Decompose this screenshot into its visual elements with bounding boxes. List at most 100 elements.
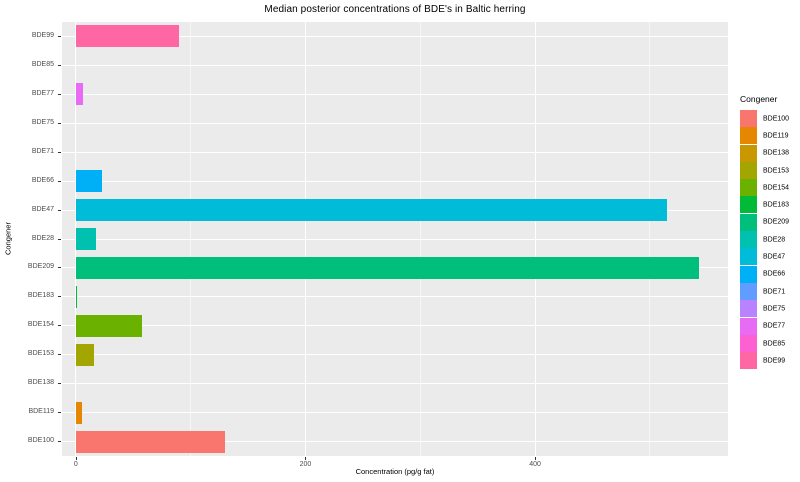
legend-swatch-BDE154 — [740, 179, 757, 197]
legend-swatch-BDE119 — [740, 127, 757, 145]
legend-item-BDE28: BDE28 — [740, 231, 798, 249]
legend-item-BDE183: BDE183 — [740, 196, 798, 214]
x-tick-mark-400 — [535, 457, 537, 460]
y-tick-mark-BDE209 — [58, 267, 61, 269]
x-tick-mark-0 — [75, 457, 77, 460]
legend-label-BDE47: BDE47 — [763, 253, 786, 261]
legend: Congener BDE100 BDE119 BDE138 BDE153 BDE154 B… — [740, 94, 798, 370]
legend-label-BDE75: BDE75 — [763, 305, 786, 313]
y-tick-mark-BDE77 — [58, 93, 61, 95]
y-tick-mark-BDE85 — [58, 64, 61, 66]
legend-label-BDE77: BDE77 — [763, 322, 786, 330]
gridline-major-y-BDE85 — [62, 64, 728, 66]
bar-BDE154 — [75, 314, 143, 337]
legend-label-BDE99: BDE99 — [763, 357, 786, 365]
legend-item-BDE154: BDE154 — [740, 179, 798, 197]
y-tick-mark-BDE99 — [58, 35, 61, 37]
legend-swatch-BDE209 — [740, 213, 757, 231]
y-tick-mark-BDE119 — [58, 412, 61, 414]
y-tick-mark-BDE75 — [58, 122, 61, 124]
legend-title: Congener — [740, 94, 778, 104]
chart-title: Median posterior concentrations of BDE's… — [264, 4, 526, 15]
y-tick-label-BDE153: BDE153 — [27, 350, 54, 358]
x-tick-label-200: 200 — [299, 461, 312, 468]
legend-swatch-BDE28 — [740, 231, 757, 249]
y-tick-label-BDE47: BDE47 — [31, 205, 54, 213]
y-tick-mark-BDE28 — [58, 238, 61, 240]
legend-item-BDE75: BDE75 — [740, 300, 798, 318]
legend-label-BDE71: BDE71 — [763, 288, 786, 296]
legend-swatch-BDE47 — [740, 248, 757, 266]
x-axis-title: Concentration (pg/g fat) — [355, 467, 435, 476]
bar-BDE99 — [75, 25, 180, 48]
legend-item-BDE100: BDE100 — [740, 110, 798, 127]
legend-label-BDE153: BDE153 — [763, 167, 790, 175]
y-tick-label-BDE183: BDE183 — [27, 292, 54, 300]
legend-item-BDE209: BDE209 — [740, 213, 798, 231]
y-tick-label-BDE77: BDE77 — [31, 89, 54, 97]
legend-swatch-BDE66 — [740, 265, 757, 283]
gridline-major-y-BDE75 — [62, 122, 728, 124]
legend-swatch-BDE183 — [740, 196, 757, 214]
bar-BDE66 — [75, 170, 103, 193]
gridline-major-y-BDE77 — [62, 93, 728, 95]
gridline-major-y-BDE66 — [62, 180, 728, 182]
legend-label-BDE66: BDE66 — [763, 270, 786, 278]
legend-label-BDE183: BDE183 — [763, 201, 790, 209]
bar-BDE209 — [75, 256, 700, 279]
bar-BDE153 — [75, 343, 95, 366]
y-tick-mark-BDE153 — [58, 354, 61, 356]
legend-item-BDE99: BDE99 — [740, 352, 798, 370]
y-tick-mark-BDE47 — [58, 209, 61, 211]
legend-label-BDE85: BDE85 — [763, 340, 786, 347]
y-tick-label-BDE85: BDE85 — [31, 60, 54, 68]
legend-swatch-BDE153 — [740, 161, 757, 179]
bar-BDE183 — [75, 285, 78, 308]
y-tick-label-BDE119: BDE119 — [28, 408, 54, 416]
legend-label-BDE209: BDE209 — [763, 218, 790, 226]
y-tick-mark-BDE138 — [58, 383, 61, 385]
y-tick-label-BDE99: BDE99 — [31, 31, 54, 39]
legend-swatch-BDE85 — [740, 334, 757, 352]
y-tick-mark-BDE71 — [58, 151, 61, 153]
legend-swatch-BDE138 — [740, 144, 757, 162]
y-tick-label-BDE100: BDE100 — [27, 437, 54, 445]
bar-BDE28 — [75, 228, 96, 250]
gridline-major-y-BDE100 — [62, 441, 728, 443]
y-tick-label-BDE71: BDE71 — [31, 147, 54, 155]
legend-label-BDE119: BDE119 — [763, 132, 789, 140]
gridline-major-y-BDE119 — [62, 412, 728, 414]
legend-item-BDE138: BDE138 — [740, 144, 798, 162]
legend-swatch-BDE75 — [740, 300, 757, 318]
gridline-major-y-BDE138 — [62, 383, 728, 385]
legend-item-BDE47: BDE47 — [740, 248, 798, 266]
legend-label-BDE154: BDE154 — [763, 184, 790, 192]
plot-panel — [62, 22, 728, 456]
bar-BDE100 — [75, 430, 226, 453]
gridline-major-y-BDE183 — [62, 296, 728, 298]
legend-label-BDE28: BDE28 — [763, 236, 786, 244]
gridline-major-y-BDE28 — [62, 238, 728, 240]
bar-BDE119 — [75, 401, 82, 424]
gridline-major-y-BDE71 — [62, 151, 728, 153]
y-tick-label-BDE28: BDE28 — [31, 234, 54, 242]
bar-BDE77 — [75, 83, 83, 106]
legend-swatch-BDE99 — [740, 352, 757, 370]
legend-item-BDE85: BDE85 — [740, 334, 798, 352]
y-tick-label-BDE209: BDE209 — [27, 263, 54, 271]
legend-item-BDE77: BDE77 — [740, 317, 798, 335]
legend-item-BDE71: BDE71 — [740, 282, 798, 300]
gridline-major-y-BDE153 — [62, 354, 728, 356]
y-tick-mark-BDE154 — [58, 325, 61, 327]
legend-label-BDE138: BDE138 — [763, 149, 790, 157]
y-tick-mark-BDE66 — [58, 180, 61, 182]
legend-swatch-BDE100 — [740, 110, 757, 127]
bar-BDE47 — [75, 199, 668, 222]
legend-item-BDE119: BDE119 — [740, 127, 798, 145]
legend-swatch-BDE71 — [740, 282, 757, 300]
y-tick-label-BDE154: BDE154 — [27, 321, 54, 329]
legend-label-BDE100: BDE100 — [763, 115, 790, 123]
legend-item-BDE66: BDE66 — [740, 265, 798, 283]
legend-items: BDE100 BDE119 BDE138 BDE153 BDE154 BDE183 BDE2… — [740, 110, 798, 370]
